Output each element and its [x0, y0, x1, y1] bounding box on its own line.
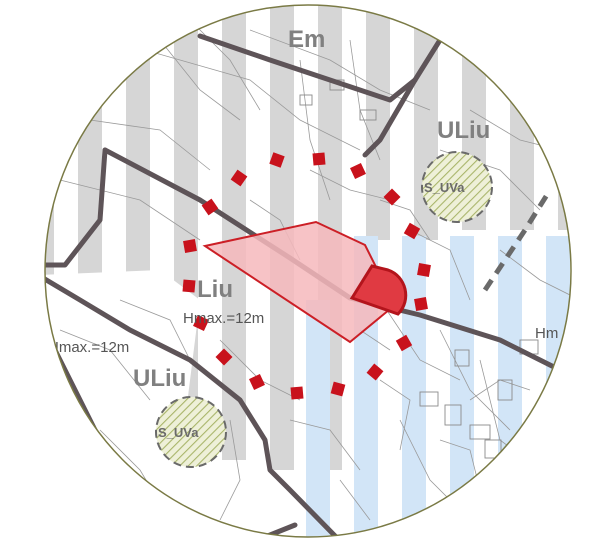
site-node-marker	[349, 264, 408, 316]
building-outlines	[299, 79, 539, 459]
road-southwest	[45, 272, 343, 537]
buffer-marker	[312, 152, 326, 166]
buffer-marker	[383, 188, 401, 206]
buffer-marker	[330, 381, 346, 397]
height-limit-left: Hmax.=12m	[48, 339, 129, 356]
buffer-marker	[414, 297, 428, 311]
map-circle-frame	[44, 4, 572, 538]
zone-label-uliu-bottom: ULiu	[133, 365, 186, 392]
buffer-marker	[201, 198, 219, 216]
height-limit-center: Hmax.=12m	[183, 310, 264, 327]
green-zone-badge-top	[421, 151, 493, 223]
buffer-marker	[193, 315, 209, 331]
buffer-ring	[182, 152, 431, 400]
buffer-marker	[366, 363, 384, 381]
road-north	[197, 33, 443, 103]
buffer-marker	[269, 152, 285, 168]
zone-label-hm: Hm	[535, 325, 558, 342]
zone-label-uliu-top: ULiu	[437, 117, 490, 144]
road-west	[45, 147, 108, 268]
buffer-marker	[249, 374, 265, 390]
buffer-marker	[417, 263, 431, 277]
road-south-stub	[252, 522, 298, 537]
road-north-link	[362, 77, 418, 158]
badge-label-top: S_UVa	[424, 180, 465, 195]
badge-label-bottom: S_UVa	[158, 425, 199, 440]
buffer-marker	[183, 239, 197, 253]
buffer-marker	[403, 222, 421, 240]
buffer-marker	[230, 169, 248, 187]
green-zone-badge-bottom	[155, 396, 227, 468]
zone-label-em: Em	[288, 26, 325, 53]
buffer-marker	[350, 163, 366, 179]
buffer-marker	[395, 334, 413, 352]
buffer-marker	[215, 348, 233, 366]
zone-label-liu: Liu	[197, 276, 233, 303]
buffer-marker	[290, 386, 304, 400]
buffer-marker	[182, 279, 196, 293]
